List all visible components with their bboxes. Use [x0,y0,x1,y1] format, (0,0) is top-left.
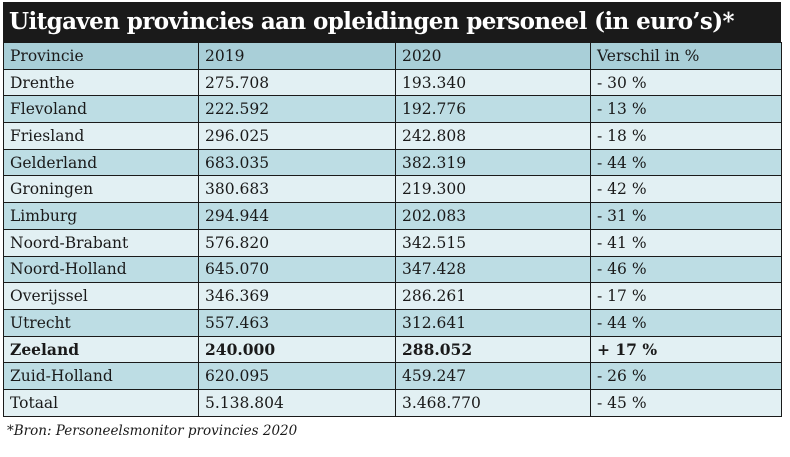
cell-2019: 275.708 [198,68,396,97]
table-row: Zuid-Holland 620.095 459.247- 26 % [3,362,782,390]
cell-provincie: Zuid-Holland [3,362,199,390]
table-row: Groningen 380.683 219.300- 42 % [3,175,782,204]
cell-verschil: - 31 % [590,202,782,230]
cell-2019: 557.463 [198,308,396,337]
cell-provincie: Limburg [3,202,199,230]
cell-2019: 576.820 [198,228,396,257]
cell-2020: 459.247 [395,362,591,390]
cell-2019: 5.138.804 [198,388,396,417]
column-header-verschil: Verschil in % [590,42,782,70]
column-header-2019: 2019 [198,42,396,70]
cell-provincie: Groningen [3,175,199,204]
cell-verschil: - 30 % [590,68,782,97]
column-header-provincie: Provincie [3,42,199,70]
cell-2020: 192.776 [395,95,591,124]
table-title: Uitgaven provincies aan opleidingen pers… [3,2,781,42]
cell-2020: 347.428 [395,255,591,284]
table-row: Zeeland 240.000 288.052 + 17 % [3,335,782,364]
cell-provincie: Gelderland [3,148,199,177]
cell-2019: 222.592 [198,95,396,124]
table-row: Drenthe 275.708 193.340- 30 % [3,68,782,97]
cell-2020: 288.052 [395,335,591,364]
cell-verschil: - 17 % [590,282,782,310]
cell-provincie: Utrecht [3,308,199,337]
expenses-table: Provincie 2019 2020 Verschil in % Drenth… [3,42,782,417]
table-row: Noord-Holland 645.070 347.428- 46 % [3,255,782,284]
cell-2019: 683.035 [198,148,396,177]
cell-provincie: Noord-Brabant [3,228,199,257]
cell-verschil: - 44 % [590,148,782,177]
cell-verschil: - 42 % [590,175,782,204]
table-row: Overijssel 346.369 286.261- 17 % [3,282,782,310]
cell-2019: 620.095 [198,362,396,390]
cell-2020: 242.808 [395,122,591,150]
cell-2020: 193.340 [395,68,591,97]
cell-2019: 380.683 [198,175,396,204]
cell-verschil: - 45 % [590,388,782,417]
cell-2019: 296.025 [198,122,396,150]
cell-provincie: Totaal [3,388,199,417]
cell-verschil: - 44 % [590,308,782,337]
cell-2020: 342.515 [395,228,591,257]
source-note: *Bron: Personeelsmonitor provincies 2020 [7,422,298,439]
cell-verschil: - 41 % [590,228,782,257]
cell-verschil: - 13 % [590,95,782,124]
table-row: Flevoland 222.592 192.776- 13 % [3,95,782,124]
cell-2019: 346.369 [198,282,396,310]
table-row: Gelderland 683.035 382.319- 44 % [3,148,782,177]
cell-provincie: Friesland [3,122,199,150]
table-row: Totaal 5.138.804 3.468.770- 45 % [3,388,782,417]
column-header-2020: 2020 [395,42,591,70]
header-row: Provincie 2019 2020 Verschil in % [3,42,782,70]
cell-provincie: Zeeland [3,335,199,364]
cell-2020: 3.468.770 [395,388,591,417]
table-row: Noord-Brabant 576.820 342.515- 41 % [3,228,782,257]
table-row: Utrecht 557.463 312.641- 44 % [3,308,782,337]
cell-2019: 294.944 [198,202,396,230]
table-graphic: Uitgaven provincies aan opleidingen pers… [3,2,782,439]
cell-2020: 202.083 [395,202,591,230]
cell-verschil: - 46 % [590,255,782,284]
cell-provincie: Overijssel [3,282,199,310]
cell-2020: 312.641 [395,308,591,337]
table-row: Friesland 296.025 242.808- 18 % [3,122,782,150]
cell-2019: 645.070 [198,255,396,284]
cell-verschil: - 18 % [590,122,782,150]
cell-provincie: Flevoland [3,95,199,124]
cell-provincie: Drenthe [3,68,199,97]
cell-verschil: - 26 % [590,362,782,390]
cell-2020: 286.261 [395,282,591,310]
cell-2020: 382.319 [395,148,591,177]
cell-verschil: + 17 % [590,335,782,364]
table-body: Drenthe 275.708 193.340- 30 % Flevoland 222.… [3,68,782,417]
table-row: Limburg 294.944 202.083- 31 % [3,202,782,230]
cell-2019: 240.000 [198,335,396,364]
cell-2020: 219.300 [395,175,591,204]
cell-provincie: Noord-Holland [3,255,199,284]
